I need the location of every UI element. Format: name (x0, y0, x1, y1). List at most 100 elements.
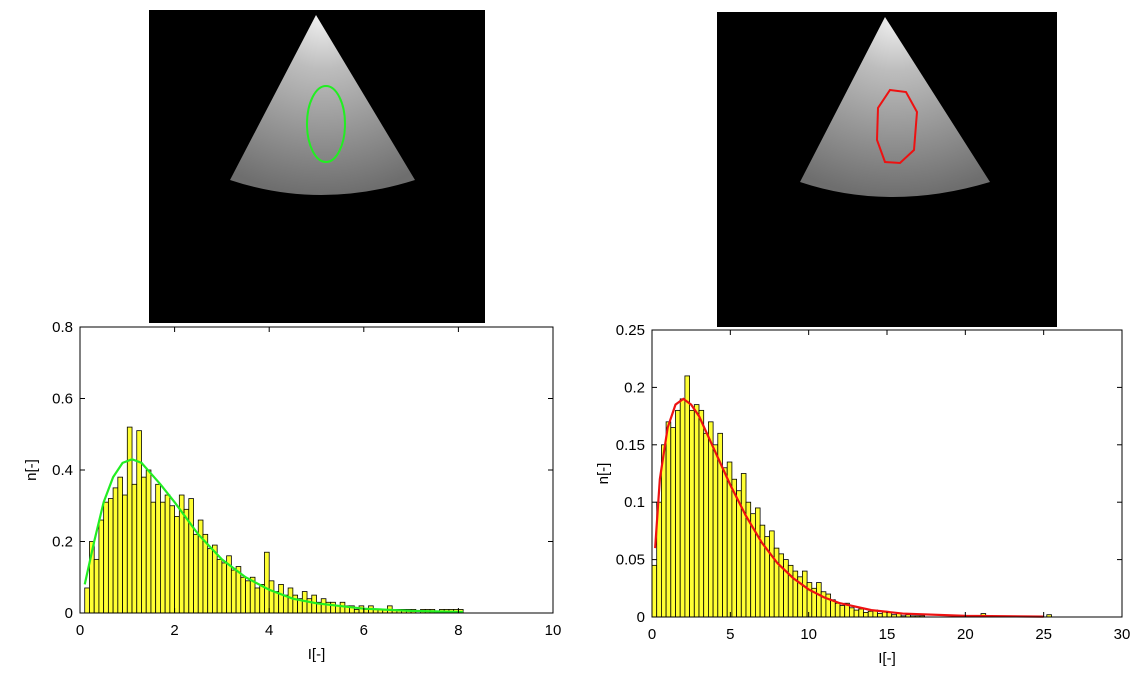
histogram-bar (141, 476, 147, 614)
histogram-bar (103, 501, 109, 614)
histogram-bar (755, 507, 761, 618)
histogram-bar (802, 570, 808, 618)
histogram-bar (107, 498, 114, 614)
y-tick-label: 0.05 (616, 552, 645, 569)
x-tick-label: 0 (76, 622, 84, 639)
x-tick-label: 0 (648, 626, 656, 643)
histogram-bar (703, 432, 709, 618)
y-tick-label: 0.8 (52, 319, 73, 336)
histogram-bar (155, 483, 161, 614)
histogram-bar (722, 467, 728, 618)
y-axis-label: n[-] (23, 459, 40, 481)
x-tick-label: 25 (1035, 626, 1052, 643)
histogram-bar (93, 558, 100, 614)
ultrasound-image-left (149, 10, 485, 323)
y-tick-label: 0.15 (616, 437, 645, 454)
histogram-bar (207, 548, 213, 614)
histogram-bar (268, 580, 275, 614)
x-tick-label: 8 (454, 622, 462, 639)
histogram-bar (264, 551, 270, 614)
histogram-bar (183, 508, 190, 614)
histogram-bar (259, 584, 265, 614)
histogram-bar (863, 612, 869, 618)
histogram-bar (174, 516, 180, 614)
histogram-bar (816, 582, 822, 618)
x-tick-label: 30 (1114, 626, 1131, 643)
histogram-bar (712, 444, 719, 618)
histogram-bar (867, 610, 874, 618)
histogram-bar (689, 409, 695, 618)
histogram-bar (839, 605, 846, 618)
histogram-bar (164, 494, 171, 614)
histogram-bar (736, 490, 742, 618)
histogram-bar (122, 494, 128, 614)
histogram-bar (834, 602, 841, 618)
histogram-bar (117, 476, 123, 614)
histogram-bar (169, 505, 175, 614)
histogram-bar (287, 587, 294, 614)
histogram-bar (731, 478, 738, 618)
histogram-bar (254, 587, 261, 614)
histogram-bar (339, 601, 346, 614)
histogram-bar (330, 601, 336, 614)
y-tick-label: 0.1 (624, 494, 645, 511)
histogram-bar (684, 375, 691, 618)
histogram-bar (769, 530, 775, 618)
histogram-bar (221, 562, 228, 614)
y-tick-label: 0.25 (616, 322, 645, 339)
fit-curve (654, 397, 1044, 618)
histogram-bar (675, 409, 681, 618)
histogram-bar (160, 501, 166, 614)
histogram-bar (670, 427, 676, 618)
histogram-bar (665, 421, 672, 618)
x-tick-label: 2 (170, 622, 178, 639)
histogram-bar (679, 398, 686, 618)
histogram-bar (84, 587, 90, 614)
y-tick-label: 0 (65, 605, 73, 622)
histogram-bar (212, 544, 218, 614)
histogram-bar (230, 569, 237, 614)
histogram-bar (353, 609, 360, 614)
y-tick-label: 0 (637, 609, 645, 626)
histogram-bar (240, 576, 246, 614)
y-tick-label: 0.2 (52, 534, 73, 551)
histogram-bar (98, 519, 105, 614)
histogram-bar (278, 584, 284, 614)
y-tick-label: 0.4 (52, 462, 73, 479)
histogram-bar (320, 598, 327, 614)
x-tick-label: 4 (265, 622, 273, 639)
x-axis-label: I[-] (878, 650, 896, 667)
histogram-bar (778, 553, 785, 618)
histogram-bar (150, 501, 157, 614)
histogram-bar (126, 426, 133, 614)
histogram-bar (708, 421, 714, 618)
histogram-bar (853, 609, 860, 618)
histogram-bar (131, 483, 138, 614)
y-tick-label: 0.6 (52, 391, 73, 408)
histogram-bar (693, 404, 700, 618)
x-tick-label: 10 (800, 626, 817, 643)
y-tick-label: 0.2 (624, 379, 645, 396)
histogram-bar (651, 564, 658, 618)
histogram-bar (877, 613, 883, 618)
histogram-bar (740, 473, 747, 618)
ultrasound-image-right (717, 12, 1057, 327)
histogram-bar (849, 607, 855, 618)
x-tick-label: 5 (726, 626, 734, 643)
histogram-bar (112, 487, 119, 614)
histogram-bar (193, 533, 199, 614)
histogram-bar (145, 469, 152, 614)
fit-curve (83, 458, 464, 614)
x-tick-label: 10 (545, 622, 562, 639)
histogram-bar (273, 591, 280, 614)
y-axis-label: n[-] (595, 463, 612, 485)
x-axis-label: I[-] (308, 646, 326, 663)
histogram-bar (698, 409, 705, 618)
x-tick-label: 6 (360, 622, 368, 639)
histogram-bar (136, 430, 142, 614)
x-tick-label: 20 (957, 626, 974, 643)
histogram-bar (245, 580, 251, 614)
histogram-bar (216, 558, 223, 614)
histogram-bar (202, 533, 209, 614)
